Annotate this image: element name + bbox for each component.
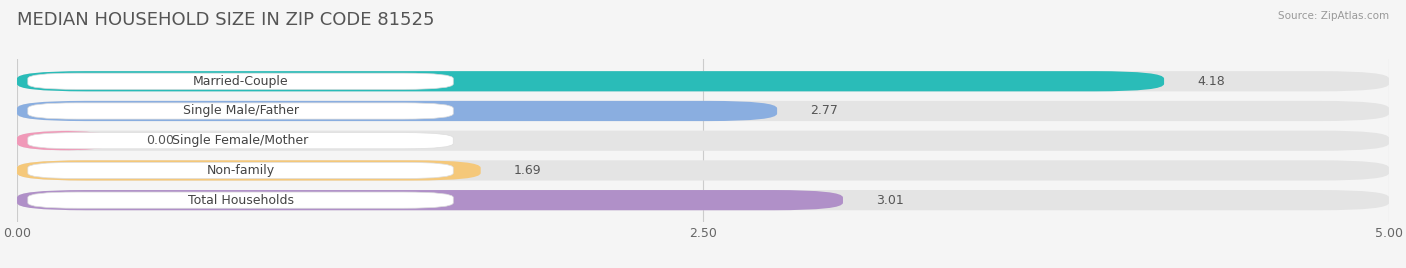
Text: Single Female/Mother: Single Female/Mother	[173, 134, 309, 147]
Text: Married-Couple: Married-Couple	[193, 75, 288, 88]
Text: Single Male/Father: Single Male/Father	[183, 105, 298, 117]
Text: 3.01: 3.01	[876, 194, 904, 207]
FancyBboxPatch shape	[17, 101, 1389, 121]
FancyBboxPatch shape	[17, 190, 1389, 210]
FancyBboxPatch shape	[28, 73, 453, 89]
FancyBboxPatch shape	[28, 162, 453, 178]
Text: MEDIAN HOUSEHOLD SIZE IN ZIP CODE 81525: MEDIAN HOUSEHOLD SIZE IN ZIP CODE 81525	[17, 11, 434, 29]
Text: Source: ZipAtlas.com: Source: ZipAtlas.com	[1278, 11, 1389, 21]
FancyBboxPatch shape	[17, 131, 1389, 151]
FancyBboxPatch shape	[17, 71, 1389, 91]
Text: 2.77: 2.77	[810, 105, 838, 117]
Text: Total Households: Total Households	[187, 194, 294, 207]
FancyBboxPatch shape	[28, 103, 453, 119]
FancyBboxPatch shape	[17, 131, 112, 151]
Text: 4.18: 4.18	[1197, 75, 1225, 88]
FancyBboxPatch shape	[17, 71, 1164, 91]
Text: 1.69: 1.69	[513, 164, 541, 177]
FancyBboxPatch shape	[17, 101, 778, 121]
FancyBboxPatch shape	[17, 160, 481, 181]
Text: Non-family: Non-family	[207, 164, 274, 177]
FancyBboxPatch shape	[28, 133, 453, 149]
Text: 0.00: 0.00	[146, 134, 174, 147]
FancyBboxPatch shape	[17, 190, 844, 210]
FancyBboxPatch shape	[17, 160, 1389, 181]
FancyBboxPatch shape	[28, 192, 453, 208]
